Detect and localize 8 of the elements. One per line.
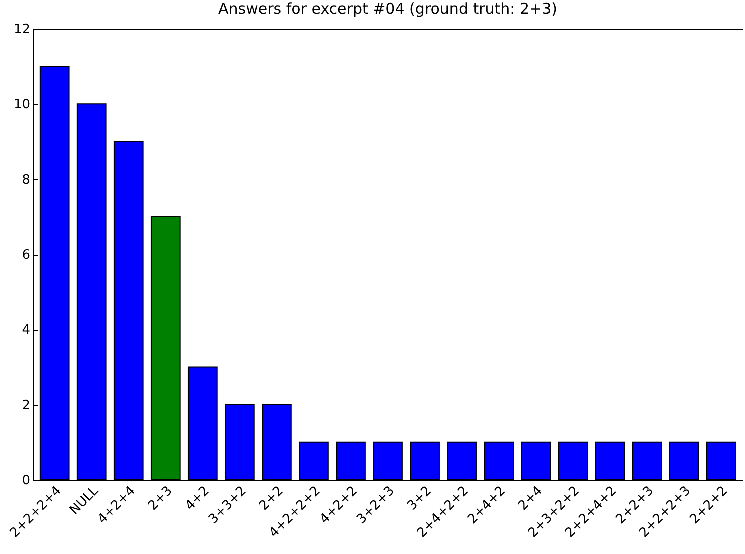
y-tick-label: 2 [22, 398, 30, 414]
y-tick-label: 12 [14, 22, 30, 38]
y-tick-label: 8 [22, 172, 30, 188]
y-tick-label: 6 [22, 248, 30, 263]
chart-title: Answers for excerpt #04 (ground truth: 2+3) [218, 0, 558, 18]
y-tick-label: 0 [22, 474, 30, 488]
y-tick-label: 10 [14, 98, 30, 113]
y-tick-label: 4 [22, 323, 30, 338]
